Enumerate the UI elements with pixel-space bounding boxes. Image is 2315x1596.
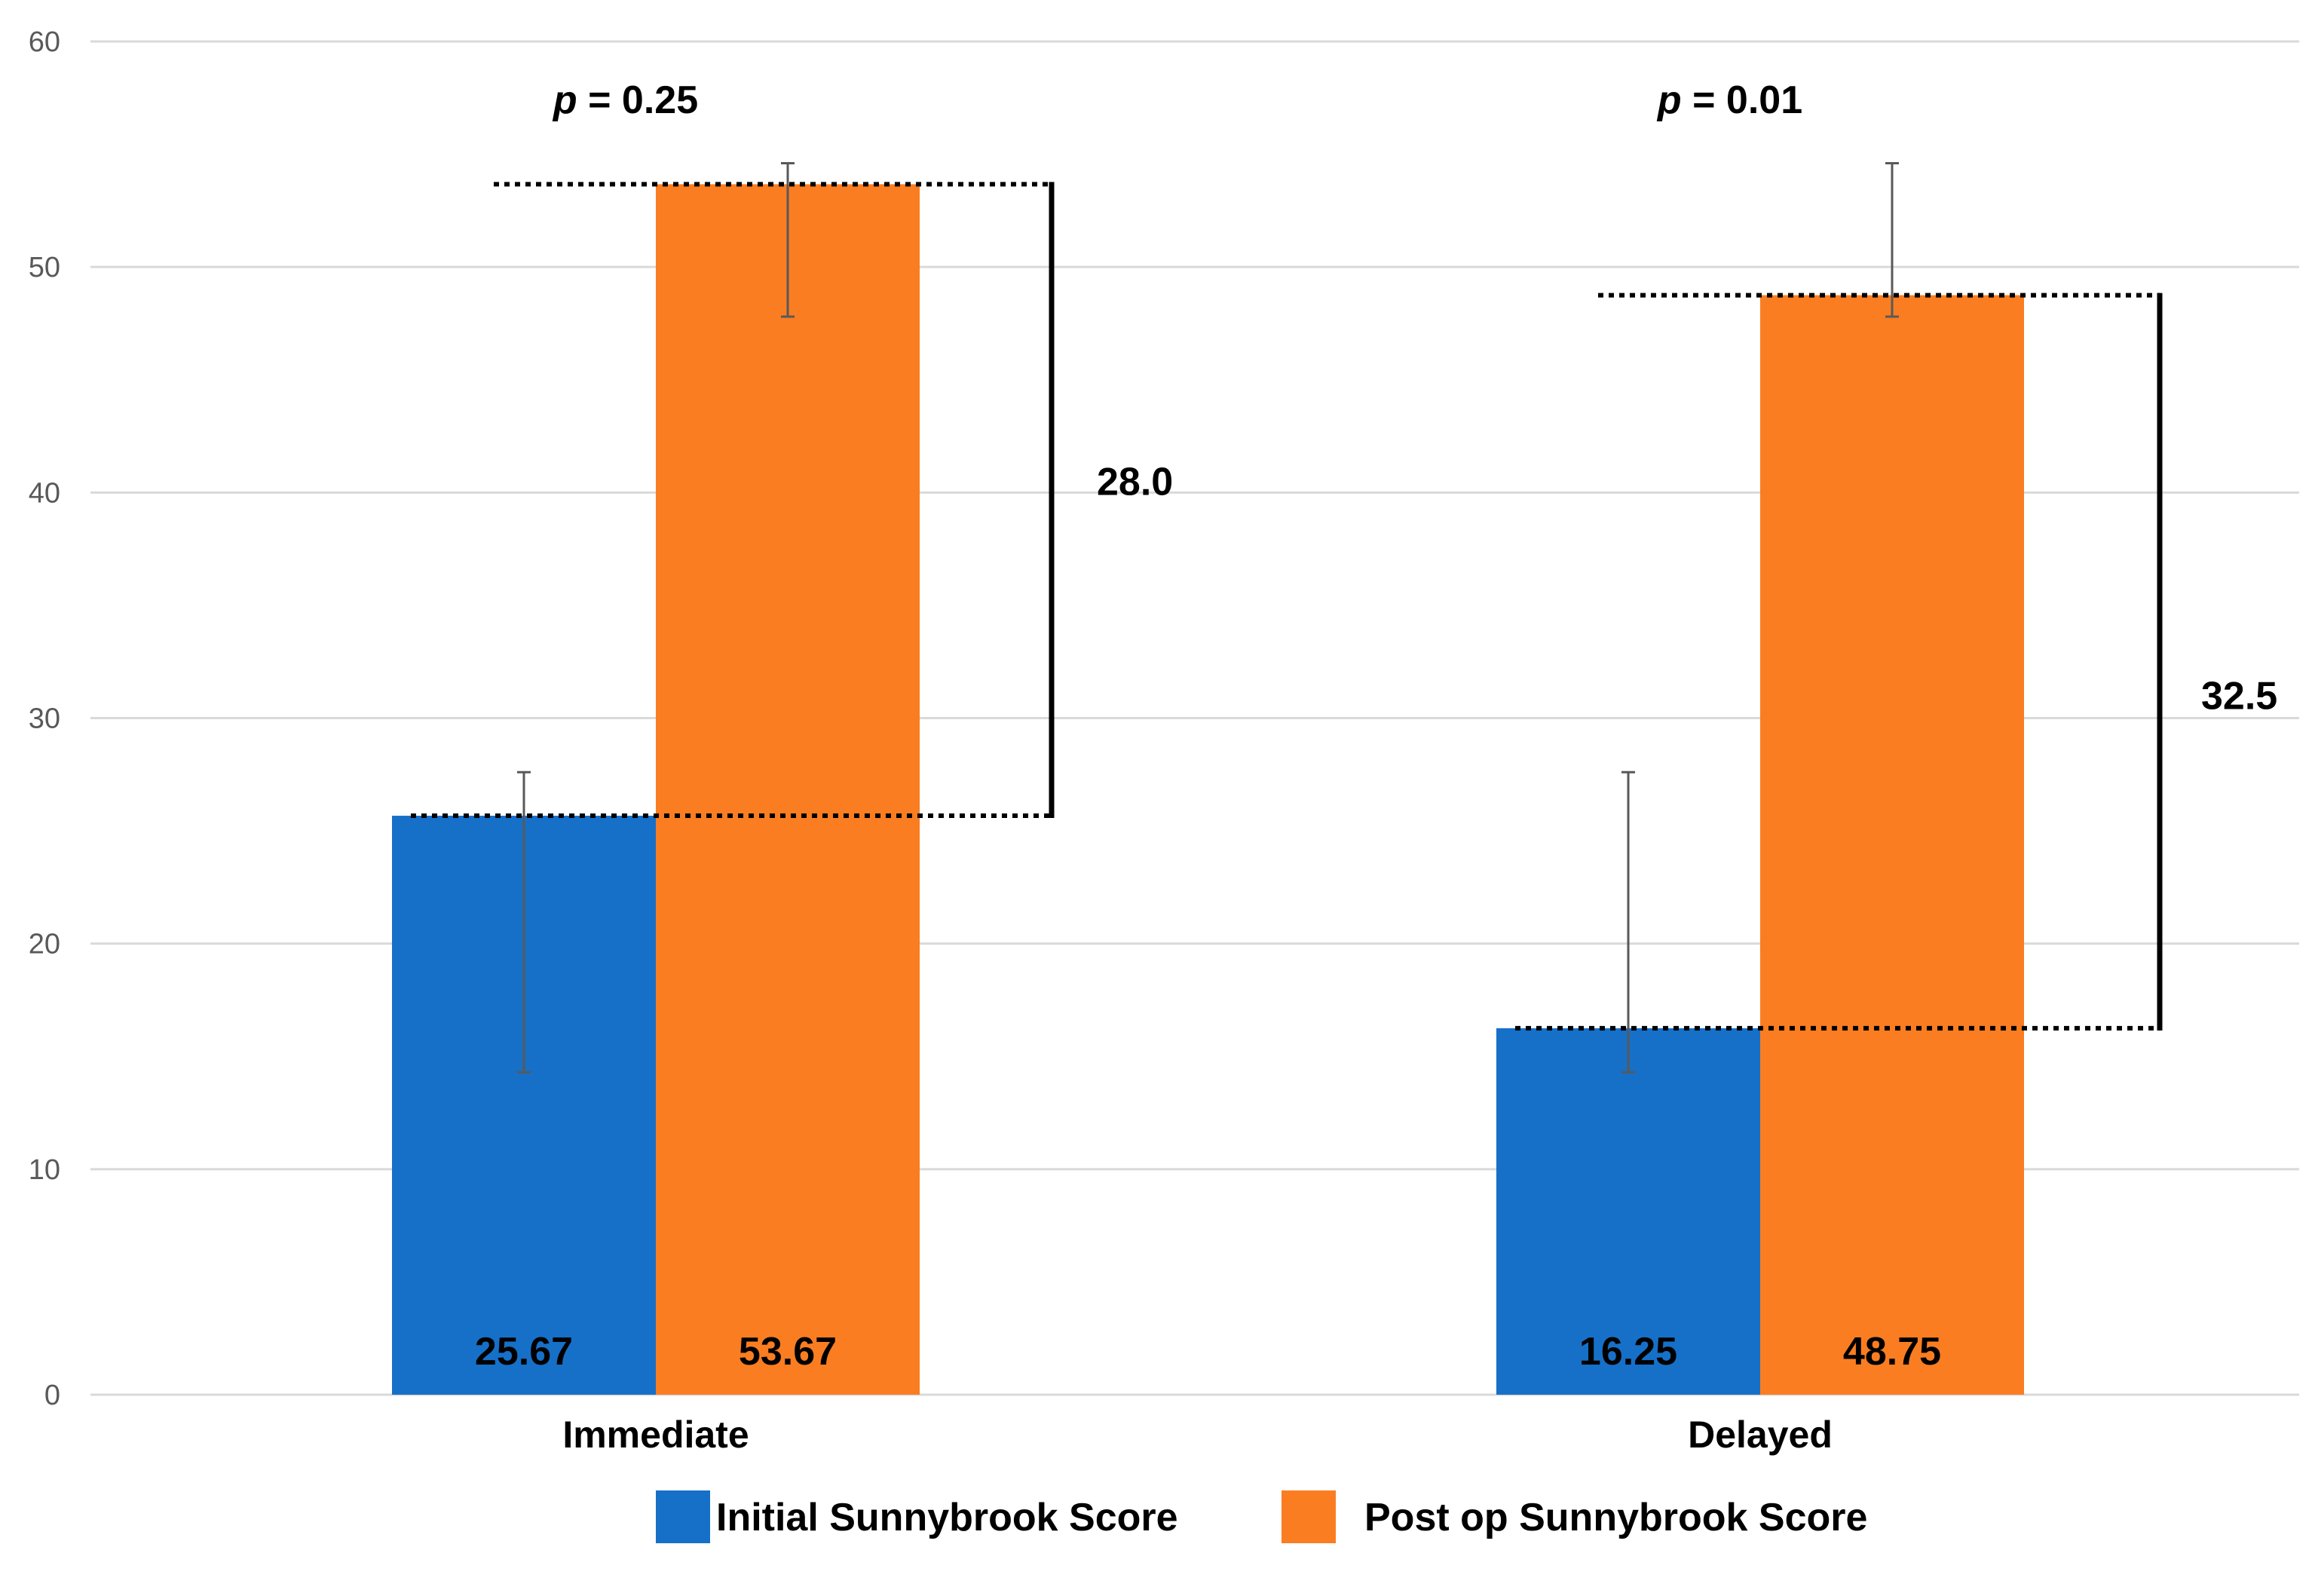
y-tick-label: 0 [44, 1380, 60, 1411]
bar-delayed-series-2[interactable] [1760, 295, 2024, 1395]
difference-label: 28.0 [1097, 460, 1173, 504]
legend-label-series-2: Post op Sunnybrook Score [1364, 1496, 1867, 1539]
data-label: 25.67 [475, 1330, 573, 1374]
difference-label: 32.5 [2201, 675, 2277, 718]
y-tick-label: 40 [29, 477, 60, 509]
y-tick-label: 10 [29, 1154, 60, 1186]
p-value-label: p = 0.25 [552, 78, 698, 122]
data-label: 53.67 [739, 1330, 837, 1374]
y-tick-label: 30 [29, 703, 60, 735]
legend-swatch-series-1 [656, 1490, 710, 1543]
legend-swatch-series-2 [1282, 1490, 1336, 1543]
bar-delayed-series-1[interactable] [1496, 1028, 1760, 1395]
y-tick-label: 20 [29, 929, 60, 960]
data-label: 16.25 [1579, 1330, 1677, 1374]
x-tick-label-delayed: Delayed [1688, 1414, 1833, 1456]
p-value-label: p = 0.01 [1656, 78, 1802, 122]
bar-immediate-series-2[interactable] [656, 184, 920, 1395]
x-tick-label-immediate: Immediate [562, 1414, 749, 1456]
y-tick-label: 50 [29, 252, 60, 283]
data-label: 48.75 [1843, 1330, 1941, 1374]
legend-label-series-1: Initial Sunnybrook Score [716, 1496, 1178, 1539]
y-tick-label: 60 [29, 26, 60, 58]
